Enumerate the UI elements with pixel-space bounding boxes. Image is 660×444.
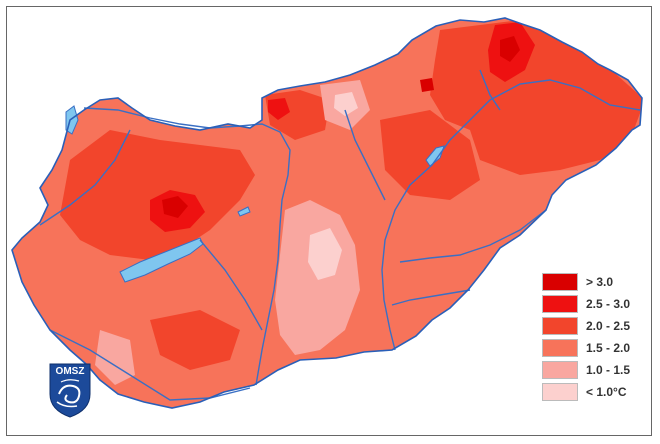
legend-item: 1.5 - 2.0 xyxy=(542,337,642,359)
zone-2.0-2.5-west xyxy=(60,130,255,260)
omsz-shield-icon xyxy=(49,363,91,418)
legend-item: > 3.0 xyxy=(542,271,642,293)
river-koros xyxy=(399,209,547,263)
legend-item: 1.0 - 1.5 xyxy=(542,359,642,381)
river-raba xyxy=(39,129,131,226)
legend-swatch xyxy=(542,339,578,357)
logo-text: OMSZ xyxy=(55,366,85,377)
legend-label: > 3.0 xyxy=(586,275,614,289)
river-drava xyxy=(49,329,251,401)
legend-label: 2.5 - 3.0 xyxy=(586,297,631,311)
legend-label: 1.5 - 2.0 xyxy=(586,341,631,355)
legend: > 3.0 2.5 - 3.0 2.0 - 2.5 1.5 - 2.0 1.0 … xyxy=(542,271,642,403)
zone-above-3.0-northeast xyxy=(500,36,520,62)
legend-swatch xyxy=(542,383,578,401)
legend-label: < 1.0°C xyxy=(586,385,627,399)
river-tisza xyxy=(381,79,641,351)
legend-swatch xyxy=(542,317,578,335)
zone-above-3.0-east xyxy=(420,78,434,92)
legend-label: 2.0 - 2.5 xyxy=(586,319,631,333)
zone-above-3.0-west xyxy=(162,196,188,218)
river-danube xyxy=(83,107,291,386)
legend-swatch xyxy=(542,361,578,379)
legend-item: < 1.0°C xyxy=(542,381,642,403)
omsz-logo: OMSZ xyxy=(47,362,93,418)
legend-label: 1.0 - 1.5 xyxy=(586,363,631,377)
rivers xyxy=(39,69,641,401)
zone-below-1.0-center xyxy=(308,228,342,280)
zone-below-1.0-north xyxy=(334,92,358,116)
zone-2.0-2.5-south xyxy=(150,310,240,370)
lake-neusiedl xyxy=(65,105,79,135)
river-sajo xyxy=(479,69,501,111)
legend-swatch xyxy=(542,273,578,291)
zone-2.5-3.0-north xyxy=(268,98,290,120)
river-sio xyxy=(199,239,263,331)
river-zagyva xyxy=(344,109,386,201)
river-maros xyxy=(391,289,471,306)
legend-item: 2.0 - 2.5 xyxy=(542,315,642,337)
lake-velence xyxy=(237,206,251,217)
legend-swatch xyxy=(542,295,578,313)
legend-item: 2.5 - 3.0 xyxy=(542,293,642,315)
